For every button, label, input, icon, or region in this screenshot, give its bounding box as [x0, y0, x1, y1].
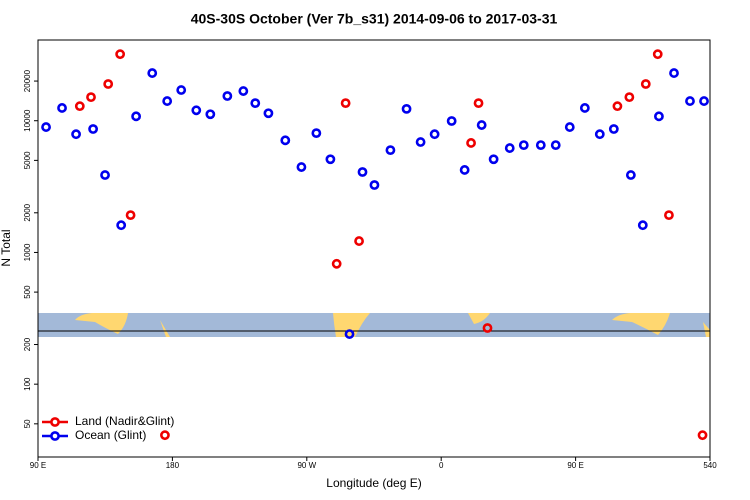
- data-point: [482, 323, 493, 333]
- data-point: [238, 86, 249, 96]
- legend-label: Ocean (Glint): [75, 428, 146, 442]
- legend-marker: [50, 417, 60, 427]
- x-axis-label: Longitude (deg E): [326, 476, 421, 490]
- data-point: [250, 98, 261, 109]
- data-point: [115, 49, 126, 60]
- data-point: [625, 170, 636, 180]
- data-point: [504, 143, 515, 153]
- y-tick-label: 10000: [23, 109, 32, 132]
- y-tick-label: 20000: [23, 69, 32, 92]
- data-point: [564, 122, 575, 132]
- data-point: [488, 154, 499, 165]
- data-point: [357, 167, 368, 177]
- data-point: [699, 96, 709, 106]
- data-point: [205, 109, 216, 120]
- data-point: [311, 128, 322, 139]
- data-point: [74, 101, 85, 112]
- data-point: [116, 220, 127, 231]
- data-point: [685, 96, 695, 106]
- data-point: [654, 111, 664, 122]
- data-point: [369, 180, 380, 190]
- x-tick-label: 180: [166, 461, 180, 470]
- data-point: [280, 135, 291, 146]
- plot-frame: [37, 39, 711, 458]
- data-point: [162, 96, 173, 106]
- data-point: [401, 103, 412, 114]
- data-point: [125, 210, 136, 221]
- x-tick-label: 540: [703, 461, 717, 470]
- data-point: [415, 137, 426, 147]
- data-point: [612, 101, 623, 112]
- data-point: [385, 145, 396, 156]
- x-tick-label: 90 E: [567, 461, 583, 470]
- y-tick-label: 100: [23, 377, 32, 391]
- data-point: [191, 105, 202, 116]
- chart-title: 40S-30S October (Ver 7b_s31) 2014-09-06 …: [191, 11, 558, 27]
- data-point: [103, 79, 114, 89]
- data-point: [459, 165, 470, 175]
- y-tick-label: 5000: [23, 151, 32, 169]
- data-point: [41, 122, 51, 132]
- data-point: [429, 129, 440, 140]
- data-point: [57, 103, 67, 113]
- data-point: [664, 210, 674, 221]
- data-point: [340, 98, 351, 109]
- data-point: [160, 430, 170, 441]
- data-point: [624, 92, 635, 103]
- legend-label: Land (Nadir&Glint): [75, 414, 174, 428]
- y-tick-label: 1000: [23, 243, 32, 261]
- data-point: [473, 98, 484, 109]
- data-point: [176, 85, 187, 95]
- data-point: [550, 140, 561, 151]
- x-tick-label: 0: [439, 461, 444, 470]
- y-tick-label: 500: [23, 285, 32, 299]
- data-point: [669, 68, 679, 78]
- x-tick-label: 90 W: [297, 461, 316, 470]
- data-point: [594, 129, 605, 140]
- data-point: [147, 68, 158, 78]
- data-point: [88, 124, 99, 134]
- data-point: [344, 329, 355, 339]
- data-point: [640, 79, 651, 89]
- ocean-band: [38, 313, 710, 337]
- data-point: [476, 120, 487, 130]
- data-point: [518, 140, 529, 151]
- y-tick-label: 2000: [23, 203, 32, 221]
- data-point: [354, 236, 364, 246]
- y-tick-label: 200: [23, 337, 32, 351]
- y-tick-label: 50: [23, 419, 32, 428]
- data-point: [296, 162, 307, 172]
- y-axis-label: N Total: [0, 229, 13, 266]
- data-point: [263, 108, 274, 119]
- data-point: [131, 111, 142, 122]
- data-point: [446, 116, 457, 126]
- data-point: [535, 140, 546, 151]
- legend-marker: [50, 431, 60, 441]
- land-patch: [468, 313, 490, 324]
- land-patch: [75, 313, 128, 334]
- land-patch: [612, 313, 670, 335]
- data-point: [325, 154, 336, 165]
- data-point: [579, 103, 590, 113]
- data-point: [697, 430, 708, 441]
- data-point: [71, 129, 81, 140]
- data-point: [100, 170, 110, 180]
- data-point: [331, 258, 342, 269]
- data-point: [652, 49, 663, 60]
- data-point: [222, 91, 233, 101]
- data-point: [86, 92, 96, 103]
- data-point: [466, 138, 476, 148]
- x-tick-label: 90 E: [30, 461, 46, 470]
- land-patch: [160, 320, 170, 337]
- map-strip: [38, 313, 710, 337]
- data-point: [637, 220, 648, 231]
- land-patch: [703, 322, 710, 337]
- data-point: [608, 124, 619, 134]
